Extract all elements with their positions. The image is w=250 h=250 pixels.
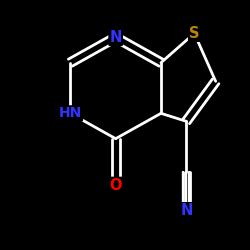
Text: N: N (110, 30, 122, 45)
Text: HN: HN (59, 106, 82, 120)
Text: N: N (180, 203, 192, 218)
Text: O: O (110, 178, 122, 193)
Text: S: S (189, 26, 200, 41)
